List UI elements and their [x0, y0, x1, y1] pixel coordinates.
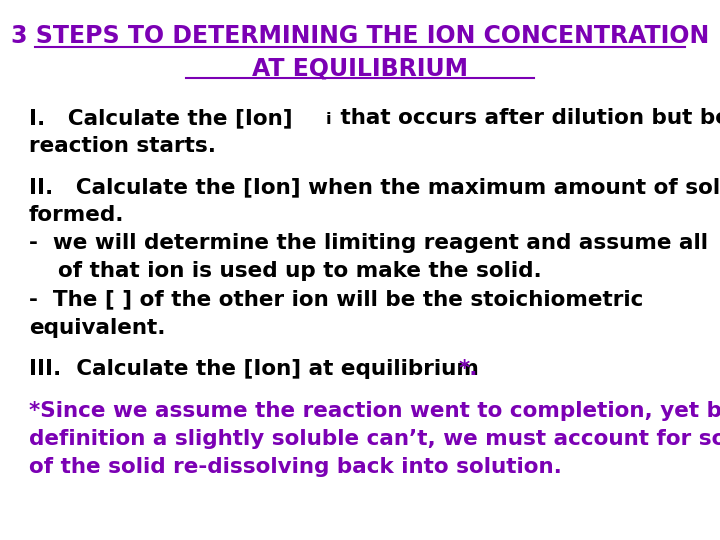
Text: AT EQUILIBRIUM: AT EQUILIBRIUM — [252, 57, 468, 80]
Text: formed.: formed. — [29, 205, 125, 225]
Text: of the solid re-dissolving back into solution.: of the solid re-dissolving back into sol… — [29, 457, 562, 477]
Text: 3 STEPS TO DETERMINING THE ION CONCENTRATION: 3 STEPS TO DETERMINING THE ION CONCENTRA… — [11, 24, 709, 48]
Text: reaction starts.: reaction starts. — [29, 136, 216, 156]
Text: I.   Calculate the [Ion]: I. Calculate the [Ion] — [29, 108, 292, 128]
Text: that occurs after dilution but before the: that occurs after dilution but before th… — [333, 108, 720, 128]
Text: -  we will determine the limiting reagent and assume all: - we will determine the limiting reagent… — [29, 233, 708, 253]
Text: definition a slightly soluble can’t, we must account for some: definition a slightly soluble can’t, we … — [29, 429, 720, 449]
Text: -  The [ ] of the other ion will be the stoichiometric: - The [ ] of the other ion will be the s… — [29, 289, 643, 309]
Text: III.  Calculate the [Ion] at equilibrium: III. Calculate the [Ion] at equilibrium — [29, 359, 479, 379]
Text: *Since we assume the reaction went to completion, yet by: *Since we assume the reaction went to co… — [29, 401, 720, 421]
Text: equivalent.: equivalent. — [29, 318, 166, 338]
Text: of that ion is used up to make the solid.: of that ion is used up to make the solid… — [58, 261, 541, 281]
Text: i: i — [325, 112, 331, 127]
Text: *.: *. — [459, 359, 478, 379]
Text: II.   Calculate the [Ion] when the maximum amount of solid is: II. Calculate the [Ion] when the maximum… — [29, 177, 720, 197]
